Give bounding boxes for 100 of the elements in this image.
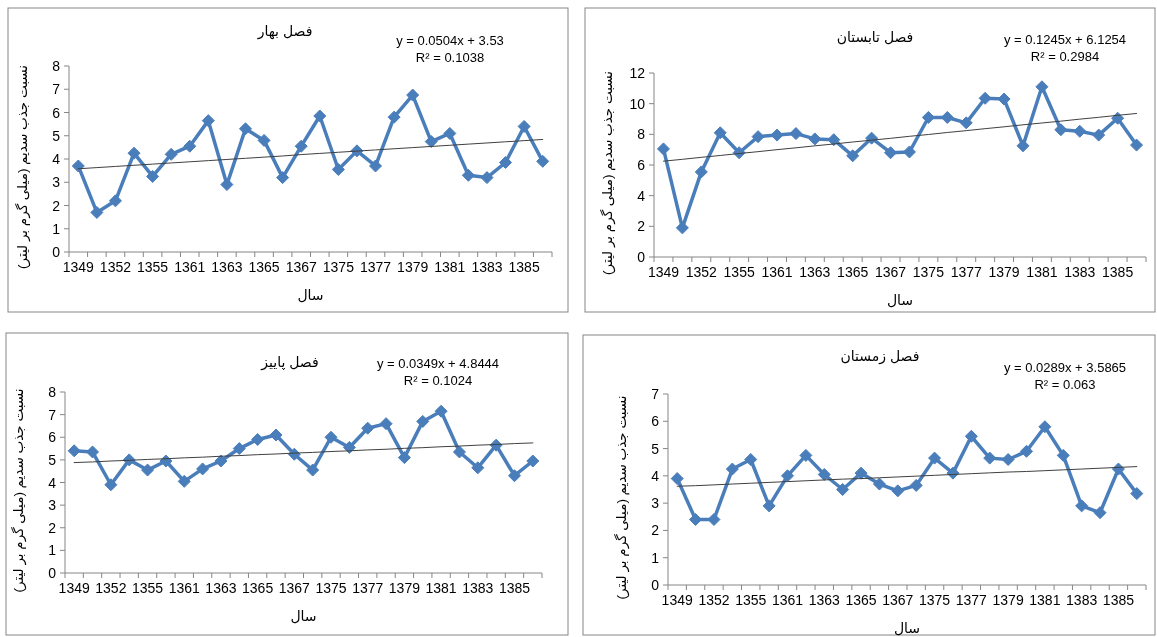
- y-axis-title: نسبت جذب سدیم (میلی گرم بر لیتر): [599, 70, 616, 276]
- y-tick-label: 10: [629, 95, 646, 112]
- y-tick-label: 7: [52, 81, 61, 98]
- x-tick-label: 1363: [211, 259, 243, 275]
- point: [71, 159, 85, 173]
- point: [1092, 128, 1106, 142]
- point: [177, 474, 191, 488]
- point: [86, 445, 100, 459]
- y-tick-label: 1: [52, 220, 61, 237]
- text: y = 0.1245x + 6.1254: [1003, 32, 1127, 47]
- point: [959, 116, 973, 130]
- x-axis-title: سال: [297, 287, 324, 303]
- point: [90, 205, 104, 219]
- point: [183, 139, 197, 153]
- point: [836, 483, 850, 496]
- y-tick-label: 4: [651, 467, 660, 484]
- y-tick-label: 6: [651, 413, 660, 430]
- y-tick-label: 6: [52, 104, 61, 121]
- point: [1054, 123, 1068, 137]
- x-tick-label: 1381: [425, 580, 457, 596]
- y-tick-label: 6: [48, 429, 57, 446]
- point: [770, 128, 784, 142]
- y-axis-title: نسبت جذب سدیم (میلی گرم بر لیتر): [10, 388, 27, 593]
- point: [238, 122, 252, 136]
- point: [1001, 452, 1015, 466]
- point: [694, 165, 708, 179]
- x-tick-label: 1365: [837, 264, 869, 280]
- chart-title: فصل زمستان: [840, 348, 920, 365]
- point: [1075, 499, 1089, 513]
- point: [517, 119, 531, 133]
- x-tick-label: 1379: [992, 592, 1024, 608]
- point: [964, 429, 978, 443]
- y-tick-label: 3: [651, 495, 660, 512]
- point: [854, 466, 868, 480]
- point: [940, 110, 954, 124]
- point: [108, 194, 122, 208]
- y-tick-label: 4: [52, 151, 61, 167]
- point: [257, 133, 271, 147]
- point: [232, 442, 246, 456]
- point: [1020, 444, 1033, 458]
- point: [67, 444, 81, 458]
- x-tick-label: 1385: [498, 580, 531, 596]
- point: [1130, 487, 1144, 501]
- x-tick-label: 1375: [919, 592, 951, 608]
- chart-title: فصل تابستان: [836, 29, 914, 45]
- x-tick-label: 1361: [761, 264, 793, 280]
- x-tick-label: 1365: [242, 580, 274, 596]
- point: [306, 463, 320, 477]
- point: [424, 135, 438, 149]
- x-axis-title: سال: [290, 608, 317, 624]
- y-tick-label: 2: [48, 519, 57, 536]
- x-tick-label: 1377: [352, 580, 384, 596]
- x-tick-label: 1379: [388, 580, 421, 596]
- point: [480, 171, 494, 185]
- point: [1130, 138, 1144, 152]
- y-tick-label: 8: [52, 58, 61, 74]
- point: [713, 126, 727, 140]
- x-tick-label: 1363: [799, 264, 831, 280]
- text: R² = 0.2984: [1030, 49, 1100, 64]
- y-axis-title: نسبت جذب سدیم (میلی گرم بر لیتر): [14, 64, 31, 270]
- x-tick-label: 1381: [1026, 264, 1058, 280]
- y-tick-label: 6: [637, 157, 646, 173]
- x-tick-label: 1383: [1066, 592, 1098, 608]
- y-tick-label: 0: [52, 244, 61, 260]
- point: [1073, 124, 1087, 138]
- x-tick-label: 1385: [508, 259, 540, 275]
- point: [884, 146, 898, 160]
- point: [1056, 448, 1070, 462]
- point: [799, 448, 813, 462]
- point: [361, 421, 375, 435]
- x-tick-label: 1361: [174, 259, 206, 275]
- y-tick-label: 2: [637, 218, 646, 235]
- y-tick-label: 8: [48, 384, 57, 400]
- point: [656, 142, 670, 156]
- point: [251, 433, 265, 447]
- y-tick-label: 12: [629, 65, 646, 81]
- point: [276, 171, 290, 185]
- point: [499, 155, 513, 169]
- x-tick-label: 1367: [882, 592, 914, 608]
- x-tick-label: 1379: [988, 264, 1020, 280]
- x-tick-label: 1349: [58, 580, 90, 596]
- point: [1038, 420, 1052, 434]
- x-tick-label: 1365: [248, 259, 280, 275]
- x-tick-label: 1375: [912, 264, 945, 280]
- point: [369, 159, 383, 173]
- text: y = 0.0504x + 3.53: [396, 33, 504, 48]
- x-tick-label: 1365: [845, 592, 877, 608]
- point: [146, 169, 160, 183]
- y-tick-label: 7: [651, 386, 660, 402]
- point: [342, 440, 356, 454]
- x-tick-label: 1381: [1029, 592, 1061, 608]
- point: [434, 404, 448, 418]
- x-tick-label: 1367: [285, 259, 317, 275]
- y-tick-label: 3: [48, 497, 57, 514]
- x-tick-label: 1352: [99, 259, 132, 275]
- y-tick-label: 0: [637, 249, 646, 265]
- x-tick-label: 1361: [771, 592, 804, 608]
- x-tick-label: 1352: [95, 580, 127, 596]
- x-tick-label: 1383: [1064, 264, 1096, 280]
- x-tick-label: 1379: [397, 259, 429, 275]
